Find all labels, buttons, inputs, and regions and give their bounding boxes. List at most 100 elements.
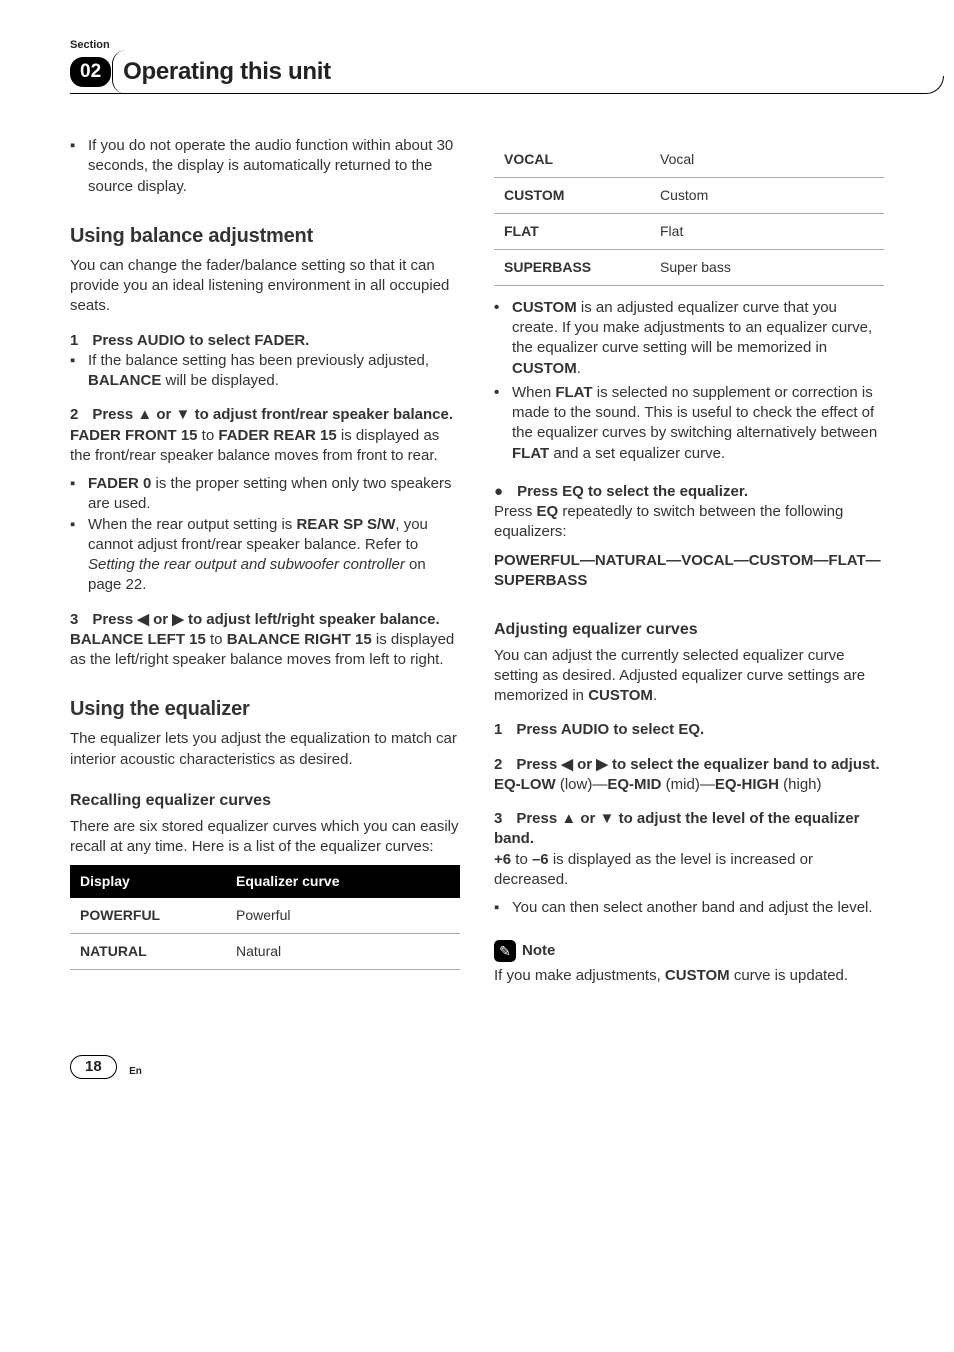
note-icon: ✎ (494, 940, 516, 962)
intro-note-text: If you do not operate the audio function… (88, 136, 460, 197)
adj-step3-detail: +6 to –6 is displayed as the level is in… (494, 850, 884, 891)
balance-step1-text: Press AUDIO to select FADER. (92, 332, 309, 349)
td-val: Powerful (226, 898, 460, 933)
adj-intro-tail: . (653, 687, 657, 704)
td-key: CUSTOM (494, 178, 650, 214)
rear-b: REAR SP S/W (296, 516, 395, 533)
adjusting-heading: Adjusting equalizer curves (494, 619, 884, 641)
note-pre: If you make adjustments, (494, 967, 665, 984)
eqmid: EQ-MID (607, 776, 661, 793)
eq-table-left: Display Equalizer curve POWERFUL Powerfu… (70, 865, 460, 970)
eq-select-text: Press EQ repeatedly to switch between th… (494, 502, 884, 543)
adj-step1: 1Press AUDIO to select EQ. (494, 720, 884, 740)
td-val: Flat (650, 214, 884, 250)
custom-b2: CUSTOM (512, 360, 577, 377)
note-post: curve is updated. (730, 967, 848, 984)
eqmid2: (mid)— (662, 776, 715, 793)
adj-intro-pre: You can adjust the currently selected eq… (494, 647, 865, 705)
table-header-row: Display Equalizer curve (70, 865, 460, 898)
adj-step3: 3Press ▲ or ▼ to adjust the level of the… (494, 809, 884, 850)
eq-table-right: VOCAL Vocal CUSTOM Custom FLAT Flat SUPE… (494, 142, 884, 286)
balance-step1: 1Press AUDIO to select FADER. (70, 331, 460, 351)
right-column: VOCAL Vocal CUSTOM Custom FLAT Flat SUPE… (494, 136, 884, 994)
td-val: Vocal (650, 142, 884, 177)
td-key: SUPERBASS (494, 249, 650, 285)
plus6: +6 (494, 851, 511, 868)
eq-sel-pre: Press (494, 503, 537, 520)
flat-b1: FLAT (555, 384, 592, 401)
eqmid1: (low)— (556, 776, 608, 793)
adjusting-intro: You can adjust the currently selected eq… (494, 646, 884, 707)
rear-sp-note: ▪ When the rear output setting is REAR S… (70, 515, 460, 596)
flat-pre: When (512, 384, 555, 401)
recall-intro: There are six stored equalizer curves wh… (70, 817, 460, 858)
recall-heading: Recalling equalizer curves (70, 790, 460, 812)
to2: to (206, 631, 227, 648)
table-row: VOCAL Vocal (494, 142, 884, 177)
eqtail: (high) (779, 776, 822, 793)
adj-step3-text: Press ▲ or ▼ to adjust the level of the … (494, 810, 859, 847)
fader0-note: ▪ FADER 0 is the proper setting when onl… (70, 474, 460, 515)
bullet-flat: When FLAT is selected no supplement or c… (494, 383, 884, 464)
to1: to (198, 427, 219, 444)
table-row: CUSTOM Custom (494, 178, 884, 214)
td-val: Natural (226, 933, 460, 969)
adj-step2-chain: EQ-LOW (low)—EQ-MID (mid)—EQ-HIGH (high) (494, 775, 884, 795)
step1-note-post: will be displayed. (161, 372, 279, 389)
eq-sel-b: EQ (537, 503, 559, 520)
td-key: FLAT (494, 214, 650, 250)
td-key: VOCAL (494, 142, 650, 177)
rear-pre: When the rear output setting is (88, 516, 296, 533)
balance-step2-text: Press ▲ or ▼ to adjust front/rear speake… (92, 406, 453, 423)
note-b: CUSTOM (665, 967, 730, 984)
td-val: Super bass (650, 249, 884, 285)
adj-step1-text: Press AUDIO to select EQ. (516, 721, 704, 738)
balance-step1-note: ▪ If the balance setting has been previo… (70, 351, 460, 392)
balance-step3-detail: BALANCE LEFT 15 to BALANCE RIGHT 15 is d… (70, 630, 460, 671)
intro-note: ▪ If you do not operate the audio functi… (70, 136, 460, 197)
flat-tail: and a set equalizer curve. (549, 445, 725, 462)
adj-step2: 2Press ◀ or ▶ to select the equalizer ba… (494, 755, 884, 775)
balance-step2: 2Press ▲ or ▼ to adjust front/rear speak… (70, 405, 460, 425)
custom-tail: . (577, 360, 581, 377)
balance-intro: You can change the fader/balance setting… (70, 256, 460, 317)
step1-note-pre: If the balance setting has been previous… (88, 352, 429, 369)
bal-left: BALANCE LEFT 15 (70, 631, 206, 648)
eq-intro: The equalizer lets you adjust the equali… (70, 729, 460, 770)
eq-select-step: ●Press EQ to select the equalizer. (494, 482, 884, 502)
fader-front: FADER FRONT 15 (70, 427, 198, 444)
note-text: If you make adjustments, CUSTOM curve is… (494, 966, 884, 986)
th-display: Display (70, 865, 226, 898)
td-val: Custom (650, 178, 884, 214)
eq-select-step-text: Press EQ to select the equalizer. (517, 483, 748, 500)
eqhigh: EQ-HIGH (715, 776, 779, 793)
step3-note-text: You can then select another band and adj… (512, 898, 873, 918)
eq-bullets: CUSTOM is an adjusted equalizer curve th… (494, 298, 884, 464)
section-label: Section (70, 38, 884, 53)
bullet-custom: CUSTOM is an adjusted equalizer curve th… (494, 298, 884, 379)
rear-italic: Setting the rear output and subwoofer co… (88, 556, 405, 573)
adj-step3-note: ▪ You can then select another band and a… (494, 898, 884, 918)
table-row: NATURAL Natural (70, 933, 460, 969)
flat-b2: FLAT (512, 445, 549, 462)
content-columns: ▪ If you do not operate the audio functi… (70, 136, 884, 994)
page-footer: 18 En (70, 1055, 884, 1079)
eq-chain: POWERFUL—NATURAL—VOCAL—CUSTOM—FLAT—SUPER… (494, 551, 884, 592)
balance-step3-text: Press ◀ or ▶ to adjust left/right speake… (92, 611, 439, 628)
fader0-b: FADER 0 (88, 475, 151, 492)
step1-note-bold: BALANCE (88, 372, 161, 389)
to3: to (511, 851, 532, 868)
eqlow: EQ-LOW (494, 776, 556, 793)
th-curve: Equalizer curve (226, 865, 460, 898)
note-label: Note (522, 941, 555, 961)
minus6: –6 (532, 851, 549, 868)
note-heading: ✎ Note (494, 940, 884, 962)
adj-intro-b: CUSTOM (588, 687, 653, 704)
table-row: FLAT Flat (494, 214, 884, 250)
chapter-header: 02 Operating this unit (70, 56, 884, 88)
eq-heading: Using the equalizer (70, 696, 460, 723)
page-lang: En (129, 1066, 142, 1077)
bal-right: BALANCE RIGHT 15 (227, 631, 372, 648)
td-key: POWERFUL (70, 898, 226, 933)
left-column: ▪ If you do not operate the audio functi… (70, 136, 460, 994)
